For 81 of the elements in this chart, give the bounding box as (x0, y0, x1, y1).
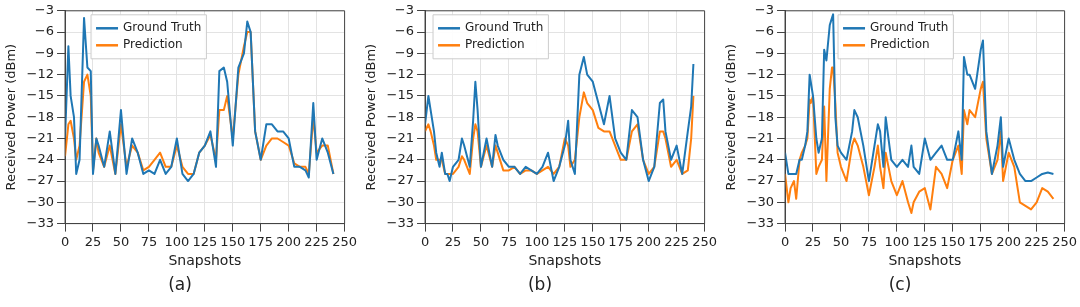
y-axis-title: Received Power (dBm) (363, 43, 379, 191)
y-tick-label: −12 (386, 66, 415, 82)
x-tick-label: 100 (884, 233, 910, 249)
y-tick-label: −24 (386, 151, 415, 167)
y-tick-label: −30 (26, 193, 55, 209)
y-tick-label: −12 (26, 66, 55, 82)
x-tick-label: 100 (164, 233, 190, 249)
legend-label: Ground Truth (465, 20, 544, 35)
y-tick-label: −27 (386, 172, 415, 188)
x-tick-label: 150 (940, 233, 966, 249)
x-tick-label: 250 (692, 233, 718, 249)
x-tick-label: 50 (472, 233, 490, 249)
x-tick-label: 150 (580, 233, 606, 249)
y-tick-label: −21 (26, 129, 55, 145)
x-tick-label: 0 (780, 233, 790, 249)
x-tick-label: 75 (500, 233, 518, 249)
y-tick-label: −27 (746, 172, 775, 188)
y-tick-label: −18 (26, 108, 55, 124)
x-tick-label: 225 (664, 233, 690, 249)
x-tick-label: 175 (968, 233, 994, 249)
y-tick-label: −21 (746, 129, 775, 145)
x-axis-title: Snapshots (528, 252, 602, 269)
y-tick-label: −33 (26, 214, 55, 230)
x-tick-label: 75 (140, 233, 158, 249)
y-tick-label: −30 (386, 193, 415, 209)
x-tick-label: 200 (636, 233, 662, 249)
y-tick-label: −9 (754, 44, 775, 60)
y-tick-label: −30 (746, 193, 775, 209)
legend-label: Prediction (465, 37, 525, 52)
y-tick-label: −27 (26, 172, 55, 188)
x-tick-label: 75 (860, 233, 878, 249)
text: (c) (888, 274, 912, 294)
y-tick-label: −9 (394, 44, 415, 60)
legend-label: Prediction (870, 37, 930, 52)
y-tick-label: −3 (34, 2, 55, 18)
x-tick-label: 100 (524, 233, 550, 249)
text: (a) (168, 274, 192, 294)
x-tick-label: 125 (192, 233, 218, 249)
x-tick-label: 0 (60, 233, 70, 249)
x-tick-label: 50 (112, 233, 130, 249)
y-tick-label: −3 (394, 2, 415, 18)
y-tick-label: −33 (746, 214, 775, 230)
x-tick-label: 175 (608, 233, 634, 249)
y-tick-label: −21 (386, 129, 415, 145)
x-axis-title: Snapshots (888, 252, 962, 269)
y-tick-label: −33 (386, 214, 415, 230)
x-tick-label: 125 (552, 233, 578, 249)
y-axis-title: Received Power (dBm) (3, 43, 19, 191)
legend-label: Ground Truth (870, 20, 949, 35)
y-tick-label: −18 (746, 108, 775, 124)
x-tick-label: 25 (444, 233, 462, 249)
y-tick-label: −18 (386, 108, 415, 124)
y-tick-label: −24 (26, 151, 55, 167)
y-tick-label: −15 (746, 87, 775, 103)
x-tick-label: 200 (996, 233, 1022, 249)
y-tick-label: −15 (386, 87, 415, 103)
y-axis-title: Received Power (dBm) (723, 43, 739, 191)
x-tick-label: 250 (332, 233, 358, 249)
x-tick-label: 125 (912, 233, 938, 249)
x-tick-label: 25 (84, 233, 102, 249)
y-tick-label: −15 (26, 87, 55, 103)
text: (b) (527, 274, 553, 294)
x-tick-label: 0 (420, 233, 430, 249)
y-tick-label: −12 (746, 66, 775, 82)
x-tick-label: 50 (832, 233, 850, 249)
x-tick-label: 200 (276, 233, 302, 249)
y-tick-label: −9 (34, 44, 55, 60)
x-tick-label: 225 (1024, 233, 1050, 249)
y-tick-label: −24 (746, 151, 775, 167)
y-tick-label: −3 (754, 2, 775, 18)
legend-label: Prediction (123, 37, 183, 52)
x-tick-label: 175 (248, 233, 274, 249)
x-tick-label: 25 (804, 233, 822, 249)
x-tick-label: 225 (304, 233, 330, 249)
y-tick-label: −6 (34, 23, 55, 39)
y-tick-label: −6 (394, 23, 415, 39)
y-tick-label: −6 (754, 23, 775, 39)
x-tick-label: 150 (220, 233, 246, 249)
legend-label: Ground Truth (123, 20, 202, 35)
x-axis-title: Snapshots (168, 252, 242, 269)
x-tick-label: 250 (1052, 233, 1078, 249)
